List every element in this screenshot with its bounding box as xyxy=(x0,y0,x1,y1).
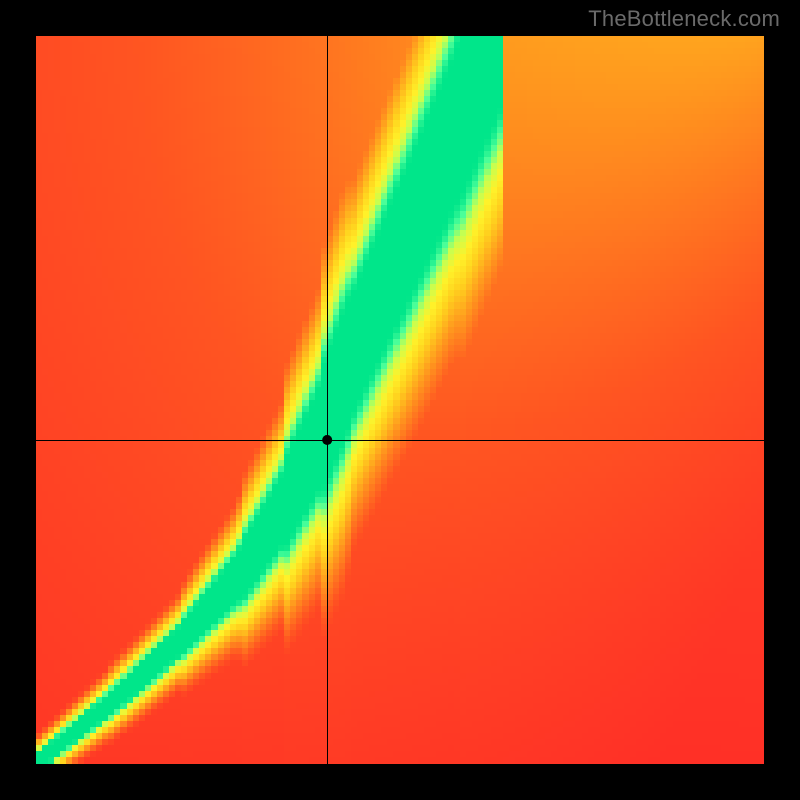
frame: TheBottleneck.com xyxy=(0,0,800,800)
heatmap-canvas xyxy=(36,36,764,764)
watermark-text: TheBottleneck.com xyxy=(588,6,780,32)
plot-area xyxy=(36,36,764,764)
